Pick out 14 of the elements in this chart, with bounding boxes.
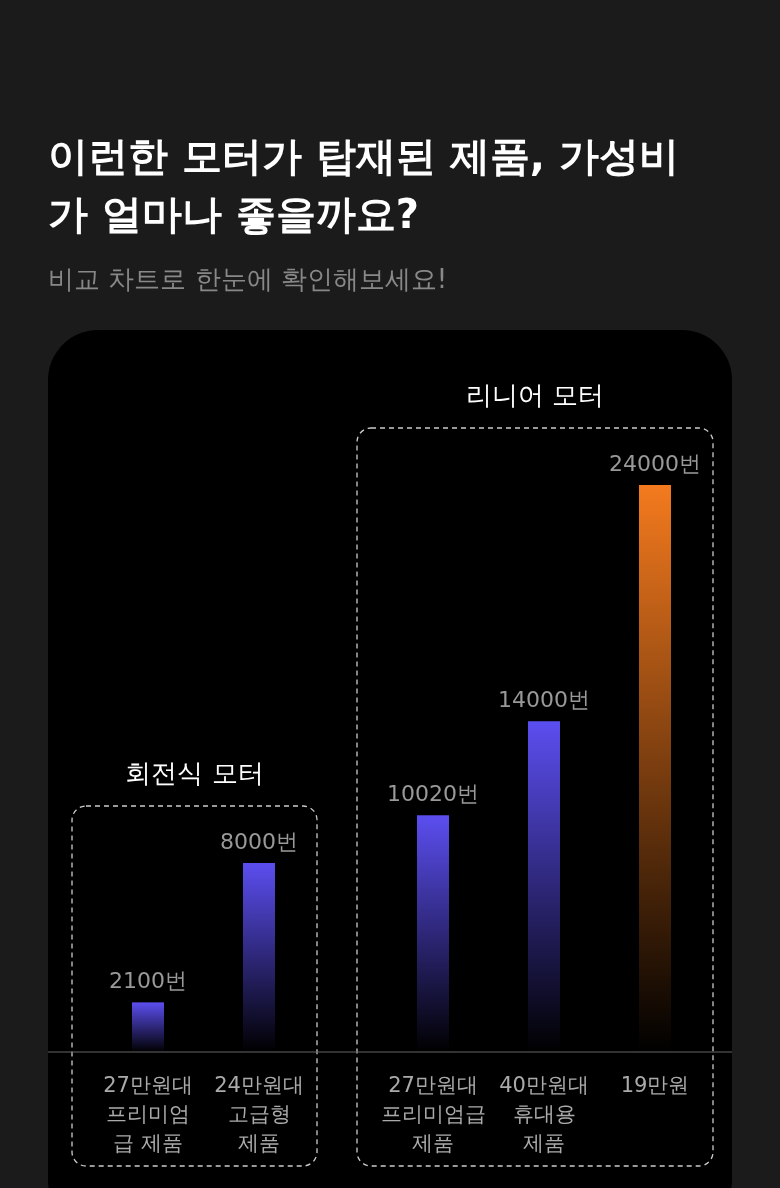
data-label: 24000번 bbox=[609, 451, 701, 476]
data-label: 14000번 bbox=[498, 687, 590, 713]
annotation: 회전식 모터 bbox=[125, 758, 264, 788]
chart-subtitle: 비교 차트로 한눈에 확인해보세요! bbox=[48, 264, 448, 294]
data-label: 2100번 bbox=[109, 968, 187, 994]
x-tick-label: 19만원 bbox=[620, 1073, 690, 1097]
x-tick-label: 24만원대 고급형 제품 bbox=[214, 1073, 304, 1155]
data-label: 10020번 bbox=[387, 781, 479, 807]
x-tick-label: 40만원대 휴대용 제품 bbox=[499, 1073, 589, 1155]
chart-title: 이런한 모터가 탑재된 제품, 가성비 가 얼마나 좋을까요? bbox=[48, 133, 679, 237]
data-label: 8000번 bbox=[220, 829, 298, 854]
x-tick-label: 27만원대 프리미엄 급 제품 bbox=[103, 1073, 193, 1155]
text: 리니어 모터 bbox=[465, 380, 605, 410]
x-tick-label: 27만원대 프리미엄급 제품 bbox=[380, 1073, 486, 1155]
